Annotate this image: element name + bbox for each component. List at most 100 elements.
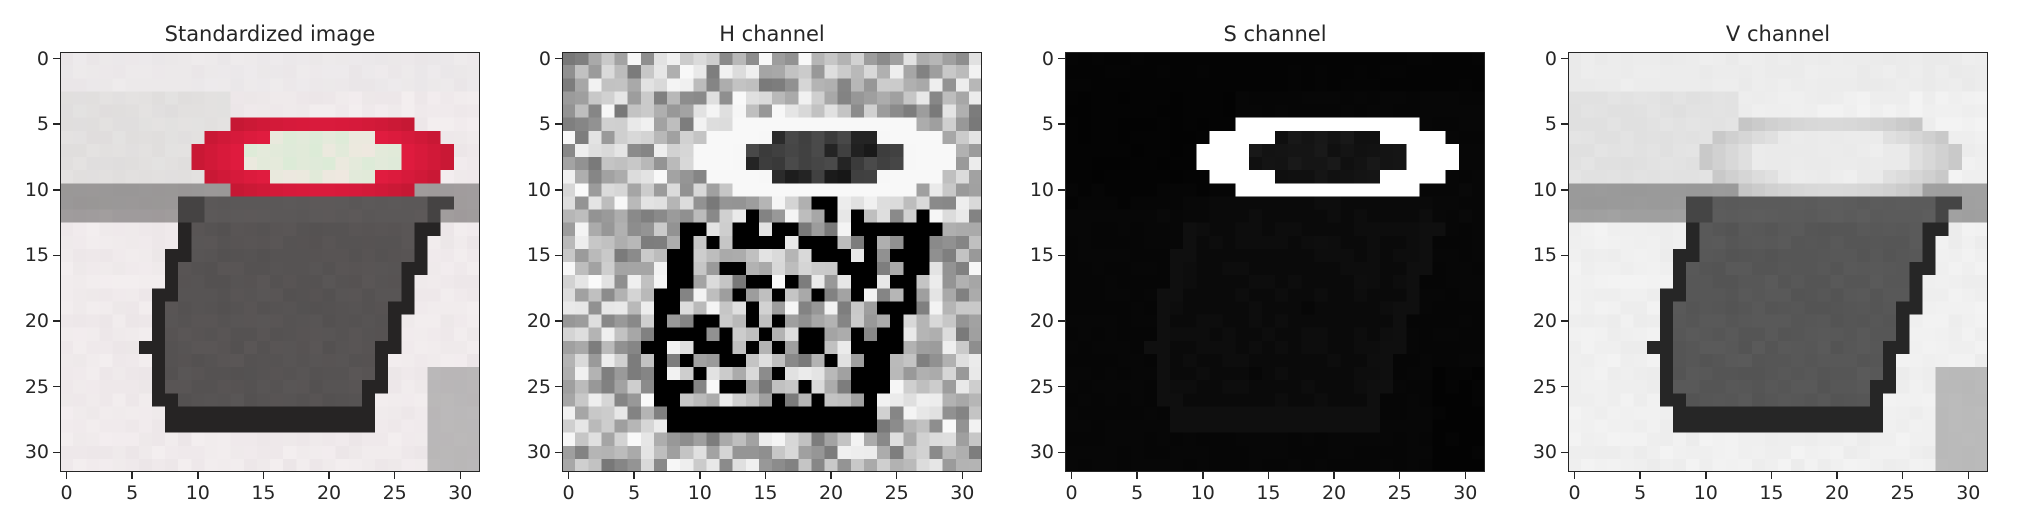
y-tick <box>1058 320 1065 322</box>
x-tick <box>1836 472 1838 479</box>
x-tick-label: 0 <box>60 482 73 504</box>
panel-v: V channel 0 5 10 15 20 25 30 0 5 10 15 20 25 30 <box>1533 0 1988 531</box>
y-tick-label: 25 <box>24 375 49 398</box>
image-plot <box>60 52 480 472</box>
y-tick-label: 20 <box>1029 310 1054 333</box>
y-tick-label: 25 <box>1029 375 1054 398</box>
y-tick <box>53 385 60 388</box>
y-tick <box>555 451 562 454</box>
x-tick <box>65 472 68 479</box>
x-tick-label: 10 <box>185 482 210 504</box>
y-tick <box>1058 189 1065 191</box>
x-tick-label: 5 <box>628 482 641 504</box>
image-pixels <box>60 52 480 472</box>
x-tick-label: 0 <box>1568 482 1581 504</box>
image-pixels <box>1065 52 1485 472</box>
y-tick <box>1561 451 1568 454</box>
x-tick <box>1267 472 1270 479</box>
x-tick <box>764 472 767 479</box>
image-pixels <box>562 52 982 472</box>
y-tick <box>555 189 562 191</box>
x-tick <box>1770 472 1773 479</box>
y-tick-label: 30 <box>526 441 551 464</box>
image-plot <box>562 52 982 472</box>
x-tick <box>328 472 330 479</box>
x-tick-label: 20 <box>316 482 342 504</box>
y-tick <box>1561 320 1568 322</box>
x-tick-label: 30 <box>950 482 975 504</box>
y-tick-label: 10 <box>1029 178 1054 201</box>
y-tick <box>53 189 60 191</box>
x-tick <box>1333 472 1335 479</box>
x-tick <box>1901 472 1904 479</box>
x-tick-label: 20 <box>1824 482 1850 504</box>
x-tick-label: 30 <box>1453 482 1478 504</box>
x-tick-label: 25 <box>1890 482 1915 504</box>
y-tick-label: 0 <box>1544 47 1557 70</box>
x-tick <box>830 472 832 479</box>
y-tick <box>1561 189 1568 191</box>
y-tick <box>1561 254 1568 257</box>
x-tick <box>895 472 898 479</box>
y-tick <box>1058 451 1065 454</box>
y-tick <box>1058 123 1065 125</box>
y-tick-label: 10 <box>526 178 551 201</box>
x-tick-label: 20 <box>1321 482 1347 504</box>
panel-title: V channel <box>1725 22 1831 46</box>
x-tick-label: 5 <box>126 482 139 504</box>
x-tick <box>459 472 462 479</box>
x-tick <box>1639 472 1641 479</box>
y-tick-label: 10 <box>24 178 49 201</box>
x-tick <box>567 472 570 479</box>
x-tick <box>197 472 199 479</box>
y-tick <box>1561 385 1568 388</box>
y-tick <box>53 451 60 454</box>
y-tick-label: 20 <box>1532 310 1557 333</box>
x-tick-label: 10 <box>687 482 712 504</box>
y-tick-label: 15 <box>1029 244 1054 267</box>
x-tick-label: 30 <box>448 482 473 504</box>
x-tick <box>1705 472 1707 479</box>
x-tick-label: 25 <box>1387 482 1412 504</box>
x-tick-label: 5 <box>1131 482 1144 504</box>
y-tick <box>1561 123 1568 125</box>
y-tick-label: 30 <box>1029 441 1054 464</box>
y-tick-label: 15 <box>526 244 551 267</box>
x-tick <box>1464 472 1467 479</box>
x-tick <box>1136 472 1138 479</box>
panel-rgb: Standardized image 0 5 10 15 20 25 30 0 5 10 15 20 25… <box>25 0 480 531</box>
y-tick-label: 30 <box>1532 441 1557 464</box>
x-tick <box>961 472 964 479</box>
y-tick-label: 20 <box>526 310 551 333</box>
y-tick-label: 0 <box>538 47 551 70</box>
y-tick <box>1058 254 1065 257</box>
panel-title: S channel <box>1223 22 1327 46</box>
x-tick <box>262 472 265 479</box>
x-tick <box>393 472 396 479</box>
y-tick-label: 5 <box>36 113 49 136</box>
y-tick <box>53 254 60 257</box>
y-tick <box>1561 57 1568 60</box>
x-tick-label: 15 <box>1759 482 1784 504</box>
x-tick-label: 0 <box>1065 482 1078 504</box>
image-plot <box>1568 52 1988 472</box>
y-tick <box>555 320 562 322</box>
y-tick-label: 10 <box>1532 178 1557 201</box>
x-tick-label: 25 <box>884 482 909 504</box>
y-tick-label: 20 <box>24 310 49 333</box>
y-tick-label: 15 <box>1532 244 1557 267</box>
x-tick <box>1070 472 1073 479</box>
y-tick <box>555 254 562 257</box>
y-tick-label: 5 <box>538 113 551 136</box>
x-tick <box>1202 472 1204 479</box>
y-tick <box>53 320 60 322</box>
x-tick <box>1573 472 1576 479</box>
y-tick <box>555 123 562 125</box>
y-tick-label: 5 <box>1544 113 1557 136</box>
x-tick <box>699 472 701 479</box>
y-tick-label: 0 <box>36 47 49 70</box>
x-tick <box>1398 472 1401 479</box>
y-tick-label: 30 <box>24 441 49 464</box>
y-tick-label: 25 <box>1532 375 1557 398</box>
x-tick <box>131 472 133 479</box>
